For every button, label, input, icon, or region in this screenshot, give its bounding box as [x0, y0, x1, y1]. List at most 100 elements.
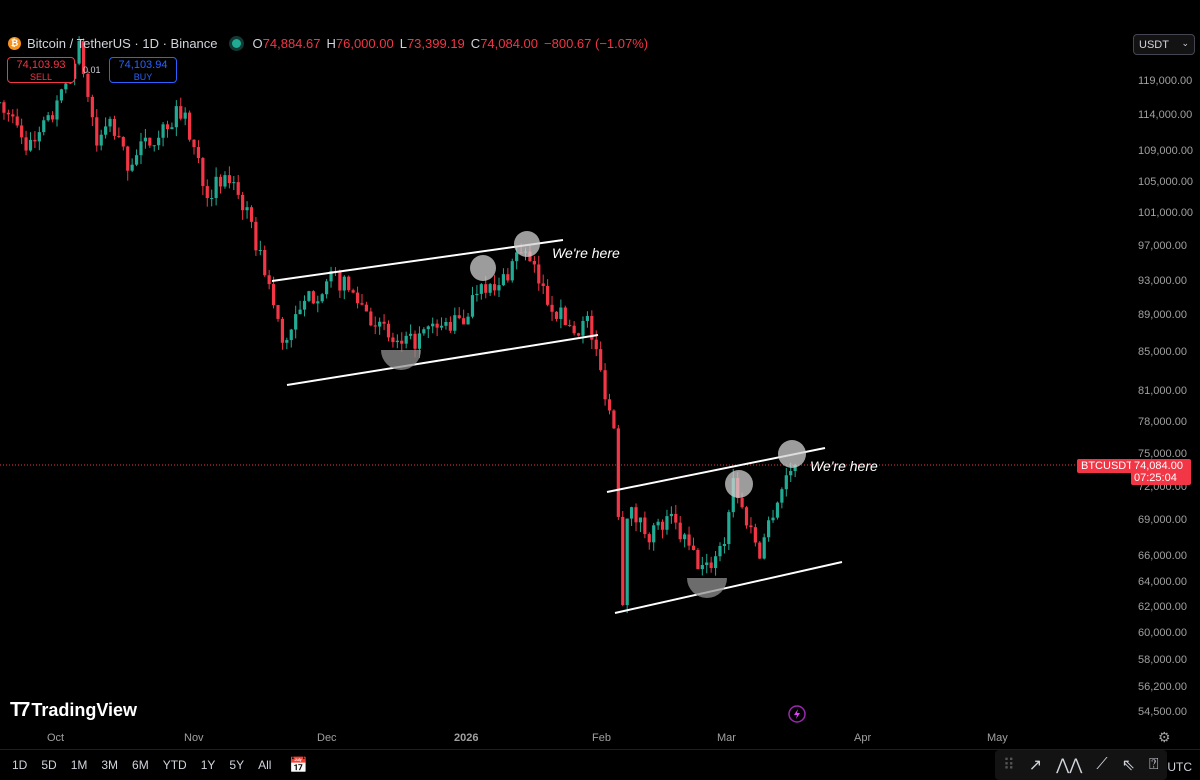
candle-body — [179, 106, 183, 119]
candle-body — [475, 293, 479, 296]
range-button-all[interactable]: All — [258, 758, 272, 772]
price-tick: 64,000.00 — [1138, 576, 1187, 588]
candle-body — [373, 325, 377, 327]
candle-body — [696, 550, 700, 570]
trendline-lower-2[interactable] — [614, 561, 843, 614]
candle-body — [537, 264, 541, 284]
candle-body — [457, 315, 461, 319]
candle — [457, 307, 461, 320]
candle-body — [139, 141, 143, 156]
bottom-toolbar: 1D 5D 1M 3M 6M YTD 1Y 5Y All 📅 — [0, 749, 1200, 780]
candle-body — [64, 83, 68, 90]
candle-body — [466, 316, 470, 325]
symbol-title[interactable]: Bitcoin / TetherUS · 1D · Binance — [27, 36, 218, 51]
candle-body — [409, 333, 413, 336]
candle-body — [325, 281, 329, 295]
candle-body — [15, 116, 19, 126]
annotation-text[interactable]: We're here — [810, 458, 878, 474]
candle — [227, 166, 231, 189]
range-buttons: 1D 5D 1M 3M 6M YTD 1Y 5Y All — [12, 758, 271, 772]
change-value: −800.67 (−1.07%) — [544, 36, 649, 51]
candle — [599, 341, 603, 372]
candle — [104, 117, 108, 139]
time-tick: Oct — [47, 732, 65, 744]
candle — [400, 332, 404, 352]
candle — [285, 337, 289, 350]
price-label-icon[interactable]: ⍰ — [1148, 756, 1159, 773]
candle — [174, 100, 178, 137]
candle — [81, 38, 86, 78]
candle — [603, 363, 607, 406]
range-button-3m[interactable]: 3M — [101, 758, 119, 772]
candle-body — [263, 249, 267, 276]
candle-body — [426, 326, 430, 330]
candle-body — [329, 271, 333, 282]
price-chart[interactable] — [0, 0, 1200, 749]
calendar-icon[interactable]: 📅 — [289, 757, 309, 774]
candle-body — [612, 410, 616, 429]
cursor-icon[interactable]: ⇖ — [1121, 757, 1135, 774]
candle-body — [276, 305, 280, 319]
highlight-circle — [514, 231, 540, 257]
candle — [351, 288, 355, 294]
candle-body — [616, 428, 620, 517]
candle-body — [307, 291, 311, 301]
candle — [338, 269, 342, 299]
candle — [42, 116, 46, 136]
candle — [108, 116, 112, 133]
range-button-5y[interactable]: 5Y — [229, 758, 245, 772]
pattern-tool-icon[interactable]: ⋀⋀ — [1056, 757, 1083, 774]
candle-body — [470, 295, 475, 317]
range-button-5d[interactable]: 5D — [41, 758, 57, 772]
candle-body — [462, 318, 466, 325]
tradingview-logo[interactable]: T7 TradingView — [10, 699, 137, 722]
highlight-half-circle — [687, 578, 727, 598]
price-tick: 75,000.00 — [1138, 448, 1187, 460]
settings-icon[interactable]: ⚙ — [1158, 729, 1171, 745]
arrow-line-icon[interactable]: ↗ — [1028, 757, 1043, 774]
range-button-ytd[interactable]: YTD — [162, 758, 187, 772]
trendline-lower-1[interactable] — [286, 334, 599, 386]
candle-body — [188, 112, 192, 140]
trend-line-icon[interactable]: ⟋ — [1096, 756, 1108, 773]
candle — [245, 201, 249, 219]
candle-body — [515, 252, 519, 262]
candle — [99, 129, 103, 151]
candle-body — [196, 147, 201, 159]
candle-body — [302, 300, 307, 310]
candle-body — [271, 284, 276, 306]
sell-button[interactable]: 74,103.93 SELL — [7, 57, 75, 83]
candle-body — [170, 127, 174, 130]
candle — [647, 532, 651, 550]
candle-body — [625, 518, 629, 606]
candle — [612, 409, 616, 430]
candle — [585, 311, 589, 328]
range-button-1y[interactable]: 1Y — [200, 758, 216, 772]
candle-body — [647, 534, 651, 543]
candle — [537, 255, 541, 291]
candle-body — [722, 543, 727, 546]
drag-handle-icon[interactable]: ⠿ — [1003, 757, 1015, 774]
currency-select[interactable]: USDT ⌄ — [1133, 34, 1195, 55]
range-button-1d[interactable]: 1D — [12, 758, 28, 772]
candle — [634, 503, 638, 532]
price-tick: 78,000.00 — [1138, 416, 1187, 428]
candle — [161, 122, 165, 147]
time-tick: Feb — [592, 732, 611, 744]
last-price-tag: 74,084.00 07:25:04 — [1131, 459, 1191, 485]
buy-button[interactable]: 74,103.94 BUY — [109, 57, 177, 83]
candle-body — [541, 283, 545, 286]
range-button-1m[interactable]: 1M — [70, 758, 88, 772]
brand-name: TradingView — [31, 700, 138, 720]
range-button-6m[interactable]: 6M — [132, 758, 149, 772]
candle — [395, 334, 399, 349]
candle-body — [767, 520, 771, 538]
annotation-text[interactable]: We're here — [552, 245, 620, 261]
candle — [691, 537, 696, 551]
candle-body — [417, 333, 422, 349]
timezone-button[interactable]: UTC — [1167, 760, 1192, 774]
candle-body — [687, 534, 691, 546]
candle — [289, 328, 293, 348]
candle-body — [108, 118, 112, 127]
highlight-circle — [470, 255, 496, 281]
